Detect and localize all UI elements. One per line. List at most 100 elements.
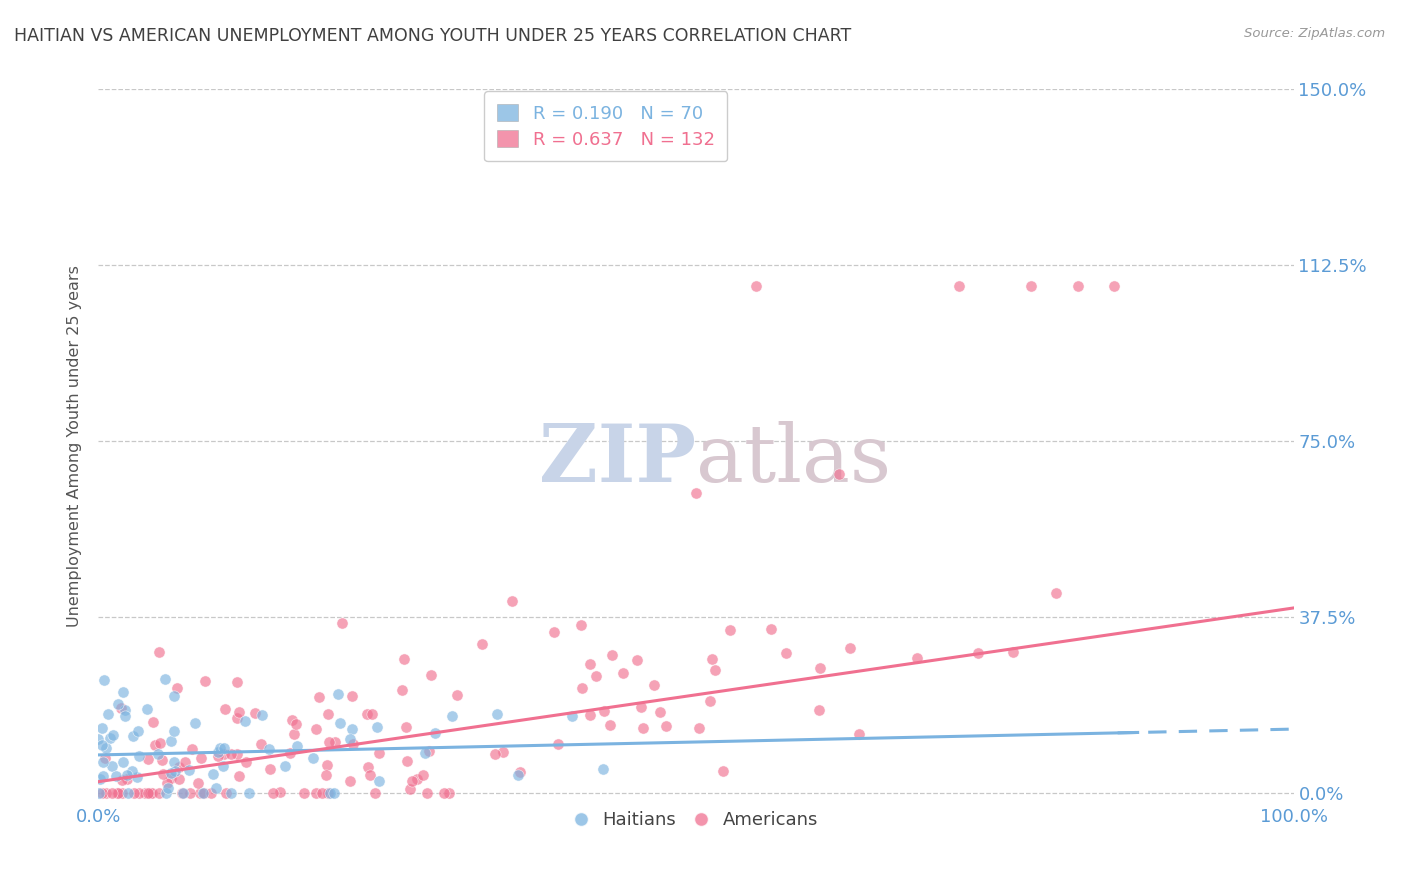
- Point: [193, 786, 215, 800]
- Point: [281, 713, 304, 727]
- Point: [134, 786, 156, 800]
- Point: [107, 786, 129, 800]
- Point: [484, 747, 506, 761]
- Point: [155, 672, 177, 686]
- Point: [283, 727, 305, 741]
- Point: [194, 674, 217, 689]
- Point: [87, 732, 110, 747]
- Point: [485, 706, 508, 721]
- Point: [305, 722, 328, 736]
- Point: [143, 738, 166, 752]
- Point: [395, 720, 418, 734]
- Point: [1001, 645, 1024, 659]
- Point: [571, 681, 593, 696]
- Point: [121, 764, 143, 779]
- Point: [89, 772, 111, 787]
- Point: [326, 687, 349, 701]
- Point: [105, 786, 128, 800]
- Point: [214, 741, 236, 756]
- Point: [316, 758, 339, 772]
- Point: [209, 741, 232, 756]
- Point: [97, 706, 120, 721]
- Point: [311, 786, 333, 800]
- Point: [342, 737, 364, 751]
- Point: [127, 723, 149, 738]
- Legend: Haitians, Americans: Haitians, Americans: [567, 805, 825, 837]
- Point: [406, 772, 429, 786]
- Point: [98, 731, 121, 746]
- Point: [418, 744, 440, 758]
- Point: [905, 650, 928, 665]
- Point: [323, 786, 346, 800]
- Point: [688, 722, 710, 736]
- Point: [259, 762, 281, 776]
- Point: [193, 786, 215, 800]
- Point: [117, 768, 139, 782]
- Point: [207, 748, 229, 763]
- Point: [848, 727, 870, 741]
- Point: [561, 709, 583, 723]
- Point: [839, 641, 862, 656]
- Point: [506, 768, 529, 782]
- Point: [420, 668, 443, 682]
- Point: [214, 747, 236, 761]
- Point: [685, 486, 707, 500]
- Point: [148, 645, 170, 659]
- Point: [89, 786, 111, 800]
- Point: [356, 760, 378, 774]
- Point: [547, 737, 569, 751]
- Point: [128, 749, 150, 764]
- Point: [117, 786, 139, 800]
- Point: [157, 780, 180, 795]
- Point: [167, 760, 190, 774]
- Point: [699, 694, 721, 708]
- Point: [235, 755, 257, 769]
- Point: [700, 652, 723, 666]
- Point: [471, 636, 494, 650]
- Point: [238, 786, 260, 800]
- Point: [91, 769, 114, 783]
- Point: [146, 747, 169, 762]
- Point: [319, 786, 342, 800]
- Point: [828, 467, 851, 482]
- Text: atlas: atlas: [696, 421, 891, 500]
- Point: [364, 786, 387, 800]
- Point: [228, 705, 250, 719]
- Point: [808, 660, 831, 674]
- Point: [585, 669, 607, 683]
- Point: [339, 773, 361, 788]
- Point: [122, 786, 145, 800]
- Point: [111, 685, 134, 699]
- Point: [340, 690, 363, 704]
- Point: [509, 765, 531, 780]
- Point: [274, 759, 297, 773]
- Point: [441, 708, 464, 723]
- Point: [356, 706, 378, 721]
- Point: [412, 768, 434, 782]
- Point: [181, 742, 204, 756]
- Point: [152, 753, 174, 767]
- Point: [359, 768, 381, 782]
- Point: [308, 690, 330, 704]
- Point: [187, 776, 209, 790]
- Point: [262, 786, 284, 800]
- Point: [174, 755, 197, 769]
- Point: [94, 740, 117, 755]
- Point: [115, 772, 138, 786]
- Point: [599, 718, 621, 732]
- Point: [339, 731, 361, 746]
- Point: [301, 751, 323, 765]
- Point: [159, 771, 181, 785]
- Point: [278, 746, 301, 760]
- Point: [136, 786, 159, 800]
- Point: [136, 752, 159, 766]
- Point: [149, 736, 172, 750]
- Point: [228, 769, 250, 783]
- Point: [163, 689, 186, 703]
- Point: [111, 786, 134, 800]
- Point: [90, 721, 112, 735]
- Point: [967, 646, 990, 660]
- Point: [423, 726, 446, 740]
- Point: [360, 707, 382, 722]
- Point: [163, 755, 186, 769]
